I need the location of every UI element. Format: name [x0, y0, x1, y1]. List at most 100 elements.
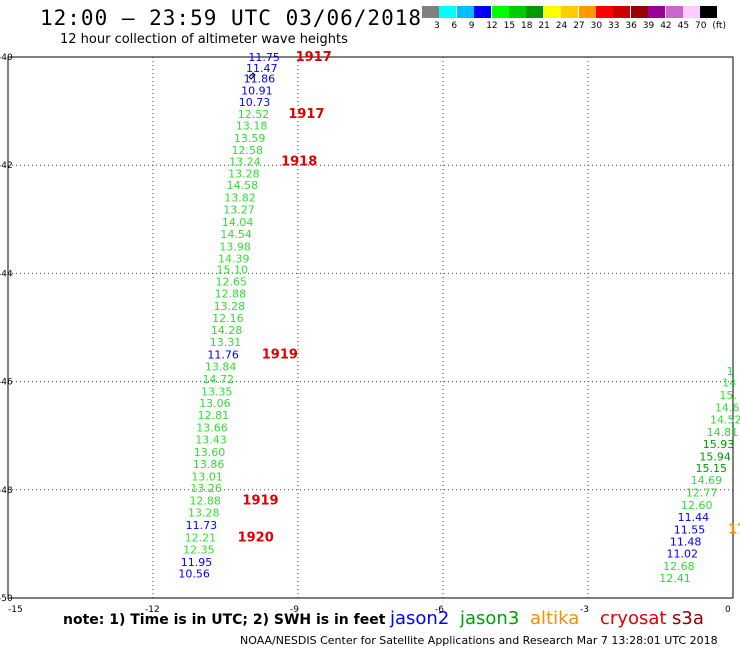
legend-tick: 45 — [677, 21, 690, 31]
swh-label: 13.06 — [199, 397, 231, 410]
swh-label: 14 — [722, 377, 736, 390]
swh-label: 11.48 — [670, 536, 702, 549]
legend-swatch — [578, 6, 596, 18]
page-subtitle: 12 hour collection of altimeter wave hei… — [60, 32, 348, 47]
swh-label: 13.86 — [193, 458, 225, 471]
legend-swatch — [439, 6, 457, 18]
island-icon — [248, 72, 256, 80]
lat-tick-label: -42 — [0, 161, 13, 171]
swh-label: 13.27 — [223, 204, 255, 217]
swh-label: 15.15 — [696, 462, 728, 475]
lon-tick-label: 0 — [725, 605, 731, 615]
swh-label: 11.86 — [244, 73, 276, 86]
legend-swatch — [456, 6, 474, 18]
time-label: 1725 — [728, 522, 740, 537]
swh-label: 11.47 — [246, 62, 278, 75]
swh-label: 12.16 — [212, 312, 244, 325]
legend-swatch — [491, 6, 509, 18]
legend-tick: 27 — [573, 21, 585, 31]
swh-label: 14.72 — [203, 373, 235, 386]
swh-label: 15.10 — [217, 264, 249, 277]
lon-tick-label: -3 — [580, 605, 589, 615]
swh-label: 12.81 — [198, 409, 230, 422]
legend-swatch — [700, 6, 718, 18]
swh-label: 13.82 — [224, 192, 256, 205]
time-label: 1919 — [262, 348, 298, 363]
swh-label: 14.81 — [707, 426, 739, 439]
lon-tick-label: -12 — [145, 605, 160, 615]
swh-label: 13.28 — [214, 300, 246, 313]
lon-tick-label: -9 — [290, 605, 299, 615]
swh-label: 15.93 — [703, 438, 735, 451]
swh-label: 10.56 — [178, 568, 210, 581]
credit-text: NOAA/NESDIS Center for Satellite Applica… — [240, 634, 718, 647]
swh-label: 11.95 — [181, 556, 213, 569]
legend-tick: 36 — [625, 21, 637, 31]
lat-tick-label: -40 — [0, 53, 13, 63]
time-label: 1919 — [242, 494, 278, 509]
swh-label: 11.75 — [248, 51, 280, 64]
lon-tick-label: -6 — [435, 605, 444, 615]
lat-tick-label: -48 — [0, 486, 13, 496]
swh-label: 14.58 — [227, 179, 259, 192]
swh-label: 12.58 — [232, 144, 264, 157]
swh-label: 14.69 — [691, 474, 723, 487]
swh-label: 12.21 — [185, 531, 217, 544]
swh-label: 13.18 — [236, 120, 268, 133]
swh-label: 14.54 — [220, 228, 252, 241]
legend-swatch — [613, 6, 631, 18]
swh-label: 14.28 — [211, 324, 243, 337]
swh-label: 10.73 — [239, 96, 271, 109]
swh-label: 13.59 — [234, 132, 266, 145]
swh-label: 13.66 — [196, 422, 228, 435]
swh-label: 15. — [719, 389, 737, 402]
swh-label: 13.28 — [228, 167, 260, 180]
swh-label: 11.73 — [186, 519, 218, 532]
time-label: 1917 — [296, 50, 332, 65]
swh-label: 12.68 — [663, 560, 695, 573]
time-label: 1920 — [238, 530, 274, 545]
satellite-jason3: jason3 — [460, 608, 520, 629]
swh-label: 11.76 — [207, 349, 239, 362]
swh-label: 14.04 — [222, 216, 254, 229]
legend-swatch — [543, 6, 561, 18]
legend-tick: 33 — [608, 21, 620, 31]
legend-swatch — [630, 6, 648, 18]
satellite-cryosat: cryosat — [600, 608, 667, 629]
swh-label: 14.39 — [218, 252, 250, 265]
swh-label: 13.60 — [194, 446, 226, 459]
swh-label: 13.98 — [219, 240, 251, 253]
lon-tick-label: -15 — [8, 605, 23, 615]
note-text: note: 1) Time is in UTC; 2) SWH is in fe… — [63, 612, 386, 628]
swh-label: 13.31 — [210, 336, 242, 349]
swh-label: 13.24 — [229, 155, 261, 168]
swh-label: 13.26 — [190, 482, 222, 495]
swh-label: 12.88 — [215, 287, 247, 300]
legend-swatch — [561, 6, 579, 18]
legend-tick: 42 — [660, 21, 672, 31]
legend-tick: 9 — [468, 21, 475, 31]
satellite-s3a: s3a — [672, 608, 704, 629]
time-label: 1917 — [288, 107, 324, 122]
swh-label: 12.60 — [681, 499, 713, 512]
swh-label: 15.94 — [699, 450, 731, 463]
swh-label: 12.52 — [238, 108, 270, 121]
legend-swatch — [648, 6, 666, 18]
swh-label: 14.52 — [710, 413, 740, 426]
satellite-jason2: jason2 — [390, 608, 450, 629]
legend-swatch — [665, 6, 683, 18]
legend-tick: 12 — [486, 21, 498, 31]
legend-tick: 15 — [503, 21, 516, 31]
swh-label: 12.77 — [686, 487, 718, 500]
legend-swatch — [422, 6, 439, 18]
swh-label: 13.35 — [201, 385, 233, 398]
swh-label: 12.35 — [183, 543, 215, 556]
lat-tick-label: -44 — [0, 269, 13, 279]
swh-label: 1 — [727, 365, 734, 378]
swh-label: 14.6 — [715, 402, 740, 415]
legend-swatch — [596, 6, 613, 18]
legend-tick: 24 — [555, 21, 568, 31]
legend-swatch — [509, 6, 526, 18]
